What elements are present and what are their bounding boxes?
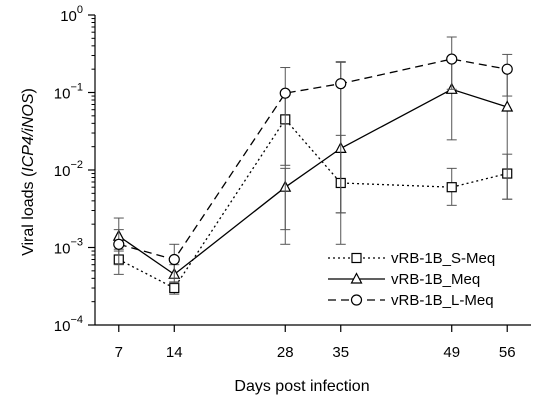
series-line	[118, 58, 508, 261]
data-point	[446, 182, 457, 193]
x-tick-label: 35	[332, 344, 349, 361]
x-tick-label: 14	[166, 344, 183, 361]
legend-marker	[350, 294, 363, 306]
data-point	[279, 87, 291, 99]
y-axis-title: Viral loads (ICP4/iNOS)	[20, 88, 37, 256]
series-line	[118, 88, 508, 276]
y-tick-label: 10−2	[54, 159, 83, 180]
y-axis-title-prefix: Viral loads (	[20, 171, 37, 256]
legend-marker	[351, 252, 362, 264]
data-point	[168, 253, 180, 266]
data-point	[501, 100, 514, 112]
x-tick-label: 28	[277, 344, 294, 361]
y-axis-title-suffix: )	[20, 88, 37, 93]
y-axis-title-italic: ICP4/iNOS	[20, 93, 37, 172]
series-layer	[112, 36, 514, 295]
data-point	[335, 78, 347, 90]
data-point	[501, 63, 513, 75]
series-circle	[113, 36, 513, 279]
x-tick-label: 56	[499, 344, 516, 361]
y-tick-label: 100	[60, 4, 83, 25]
y-tick-label: 10−3	[54, 237, 83, 258]
x-axis-title: Days post infection	[234, 378, 369, 395]
axes: 10−4 10−3 10−2 10−1 100 7 14 28 35 49 56	[54, 4, 531, 361]
legend: vRB-1B_S-Meq vRB-1B_Meq vRB-1B_L-Meq	[328, 250, 495, 309]
data-point	[113, 238, 125, 250]
y-tick-label: 10−1	[54, 82, 83, 103]
legend-label: vRB-1B_Meq	[391, 271, 480, 288]
y-tick-label: 10−4	[54, 314, 83, 335]
legend-label: vRB-1B_S-Meq	[391, 250, 495, 267]
legend-marker	[350, 272, 363, 284]
x-tick-label: 7	[115, 344, 123, 361]
x-tick-label: 49	[443, 344, 460, 361]
legend-label: vRB-1B_L-Meq	[391, 292, 494, 309]
series-line	[118, 118, 508, 289]
data-point	[446, 53, 458, 65]
data-point	[169, 282, 180, 294]
